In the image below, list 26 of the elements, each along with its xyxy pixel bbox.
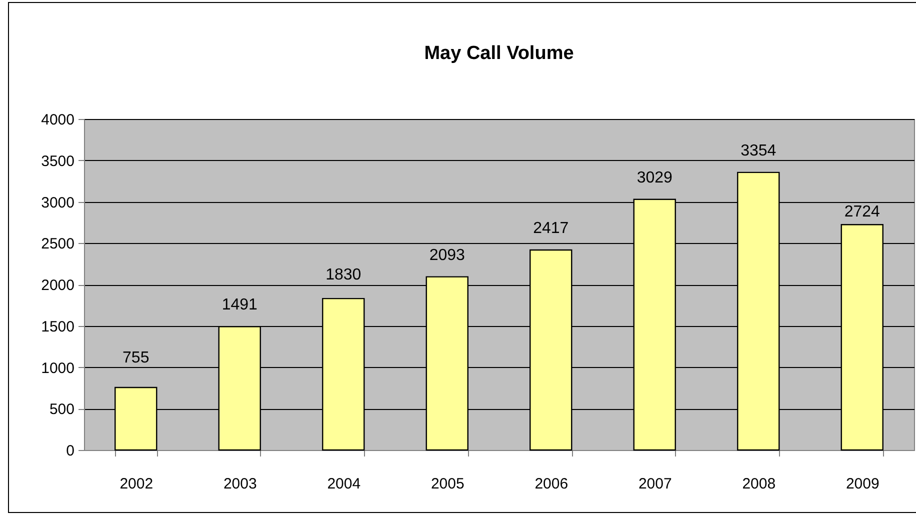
data-label: 3029	[636, 169, 673, 186]
data-label: 2417	[533, 220, 569, 237]
y-tick-label: 1500	[41, 318, 74, 336]
x-tick-label: 2006	[534, 476, 568, 492]
data-label: 1491	[222, 296, 258, 314]
x-tick-label: 2003	[223, 476, 257, 492]
data-label: 3354	[740, 142, 776, 160]
y-tick-label: 2000	[41, 277, 74, 294]
y-tick-label: 500	[49, 401, 74, 418]
y-tick-label: 3500	[41, 152, 74, 170]
data-label: 2093	[429, 246, 466, 264]
data-label: 755	[122, 350, 150, 367]
x-tick-label: 2004	[327, 476, 361, 492]
y-tick-label: 0	[66, 442, 74, 460]
y-tick-label: 1000	[41, 360, 74, 377]
y-tick-label: 3000	[41, 194, 74, 212]
x-tick-label: 2007	[638, 476, 672, 492]
data-label: 1830	[326, 266, 362, 284]
chart-title: May Call Volume	[424, 43, 574, 64]
x-tick-label: 2009	[846, 476, 880, 492]
x-tick-label: 2005	[430, 476, 464, 492]
x-tick-label: 2008	[742, 476, 776, 492]
y-tick-label: 4000	[41, 112, 74, 128]
x-tick-label: 2002	[120, 476, 154, 492]
data-label: 2724	[844, 204, 880, 221]
y-tick-label: 2500	[41, 236, 74, 253]
